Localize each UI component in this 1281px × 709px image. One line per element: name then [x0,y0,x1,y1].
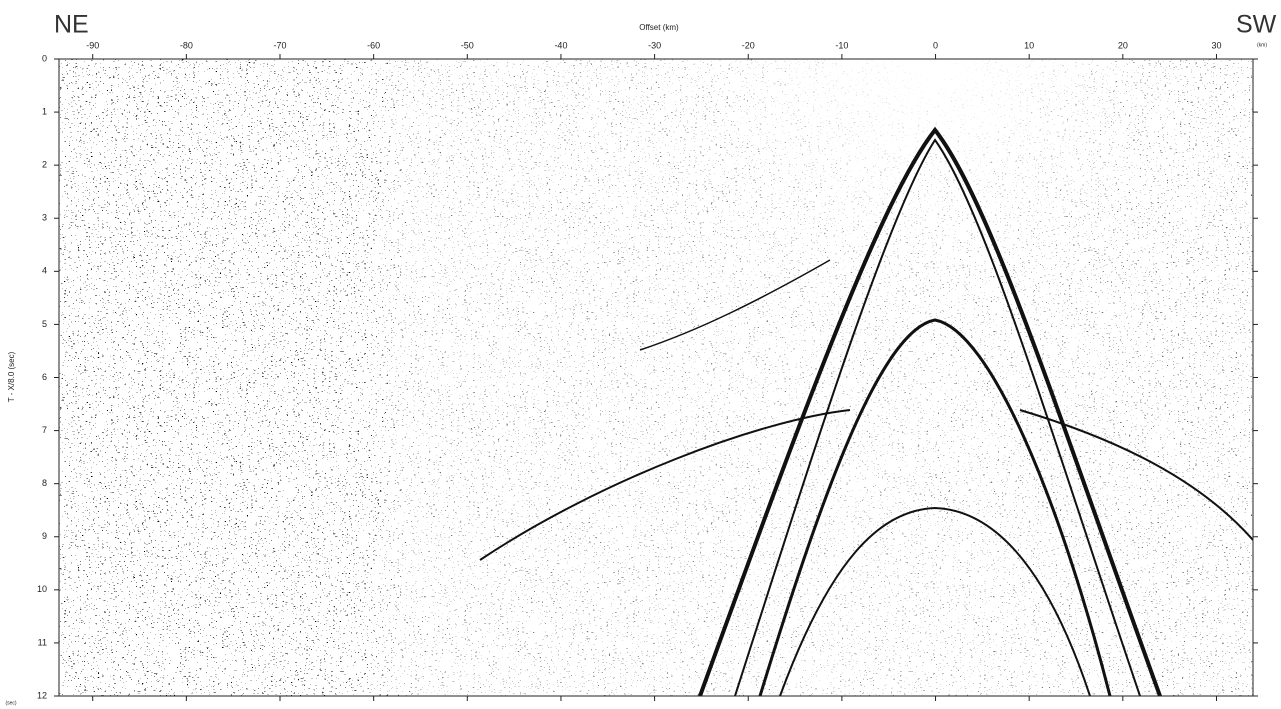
x-tick-label: -90 [86,40,99,50]
seismic-traces [59,59,1253,696]
x-tick-label: -70 [273,40,286,50]
y-unit: (sec) [5,700,16,706]
y-tick-label: 8 [42,478,47,488]
y-tick-label: 12 [37,690,47,700]
direction-label: NE [54,11,89,39]
y-tick-label: 4 [42,266,47,276]
y-tick-label: 11 [38,637,47,647]
x-tick-label: 0 [933,40,938,50]
x-tick-label: 30 [1211,40,1221,50]
y-tick-label: 6 [42,372,47,382]
y-tick-label: 1 [42,106,47,116]
y-tick-label: 5 [42,319,47,329]
y-tick-label: 7 [42,425,47,435]
y-tick-label: 3 [42,213,47,223]
y-tick-label: 9 [42,531,47,541]
y-tick-label: 0 [42,53,47,63]
x-tick-label: -60 [367,40,380,50]
y-axis-title: T - X/8.0 (sec) [7,351,16,402]
y-tick-label: 10 [37,584,47,594]
x-tick-label: 20 [1118,40,1128,50]
x-tick-label: -30 [648,40,661,50]
x-tick-label: -10 [835,40,848,50]
arrivals [479,126,1253,696]
x-tick-label: -50 [461,40,474,50]
x-tick-label: 10 [1024,40,1034,50]
y-tick-label: 2 [42,160,47,170]
x-unit: (km) [1257,42,1267,48]
x-tick-label: -20 [742,40,755,50]
x-tick-label: -40 [554,40,567,50]
x-axis-title: Offset (km) [639,23,679,32]
direction-label: SW [1236,11,1277,39]
x-tick-label: -80 [180,40,193,50]
